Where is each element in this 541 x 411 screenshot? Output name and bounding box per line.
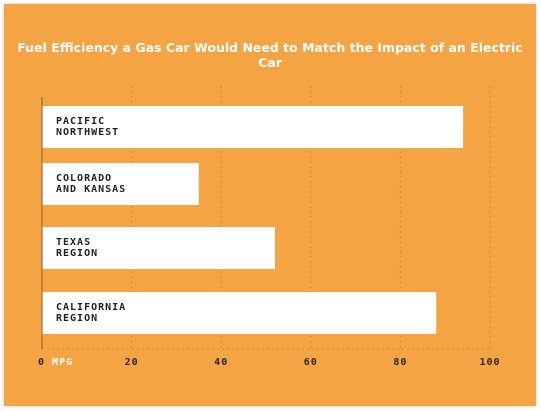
bar-label: PACIFIC — [56, 116, 105, 127]
x-tick-label: 100 — [479, 357, 500, 368]
x-tick-label: 20 — [125, 357, 139, 368]
x-tick-label: 80 — [393, 357, 407, 368]
bar-label: TEXAS — [56, 237, 91, 248]
bar — [42, 163, 199, 205]
bar-label: AND KANSAS — [56, 184, 126, 195]
bar-label: NORTHWEST — [56, 127, 119, 138]
bar — [42, 227, 275, 269]
chart-title: Fuel Efficiency a Gas Car Would Need to … — [17, 40, 523, 70]
x-tick-label: 60 — [304, 357, 318, 368]
bar-label: COLORADO — [56, 173, 112, 184]
x-tick-label: 40 — [214, 357, 228, 368]
bar-label: REGION — [56, 248, 98, 259]
bar-label: REGION — [56, 313, 98, 324]
bar — [42, 292, 437, 334]
bar-label: CALIFORNIA — [56, 302, 126, 313]
bar — [42, 106, 464, 148]
chart-frame: Fuel Efficiency a Gas Car Would Need to … — [4, 4, 536, 406]
x-axis-unit: MPG — [45, 357, 73, 368]
x-tick-label: 0 MPG — [38, 357, 73, 368]
